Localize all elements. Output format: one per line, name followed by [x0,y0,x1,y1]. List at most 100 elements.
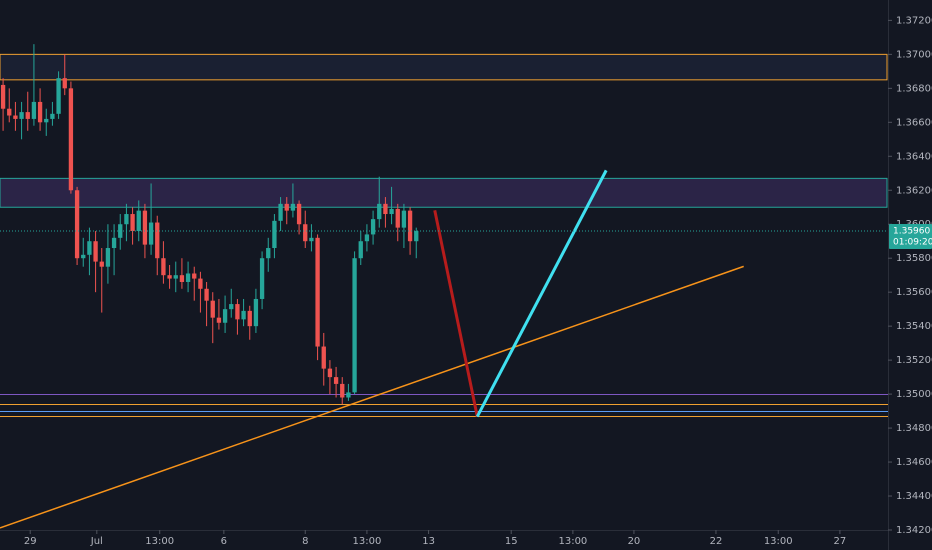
candle-body [272,220,277,249]
candle-body [142,210,148,245]
candle-body [241,310,246,320]
zone-box [0,177,888,208]
candle-body [259,258,265,299]
candle-body [136,210,141,232]
candle-body [19,112,24,119]
candle-body [216,317,222,323]
candle-body [407,210,413,242]
y-tick-label: 1.34400 [896,491,932,502]
candle-body [161,258,166,276]
y-tick-label: 1.34200 [896,525,932,536]
y-tick-label: 1.36800 [896,83,932,94]
candle-body [296,203,302,225]
y-tick-label: 1.36200 [896,185,932,196]
zone-box [0,53,888,81]
candle-body [105,248,111,267]
candle-body [62,78,67,89]
candle-body [74,190,80,259]
candle-body [68,88,74,191]
candle-body [383,203,388,215]
candle-body [192,273,197,279]
y-tick-label: 1.35600 [896,287,932,298]
candle-body [370,219,376,235]
y-tick-label: 1.37000 [896,49,932,60]
y-tick-label: 1.35400 [896,321,932,332]
candle-body [185,273,191,282]
candle-body [284,203,289,211]
trend-line [0,265,744,529]
candle-body [309,237,314,242]
candle-body [155,222,160,259]
candle-body [352,258,357,393]
candle-body [389,208,394,215]
candle-body [327,368,333,378]
trend-line [433,209,479,417]
candle-body [210,300,215,318]
candle-body [290,203,296,211]
candle-body [130,214,135,232]
candle-body [87,241,92,255]
x-tick-label: 13:00 [764,536,793,547]
x-tick-label: 20 [628,536,641,547]
candle-body [235,304,240,320]
candle-body [247,310,252,327]
y-tick-label: 1.35200 [896,355,932,366]
candle-body [44,118,49,123]
candle-body [93,241,98,262]
candle-body [13,115,18,119]
candle-body [31,101,37,119]
candle-body [340,383,345,398]
x-tick-label: Jul [90,536,103,547]
x-tick-label: 8 [302,536,308,547]
candle-body [377,203,382,220]
candle-body [395,208,400,228]
candle-body [253,298,259,327]
trend-line [475,169,608,418]
candle-body [50,113,55,119]
x-tick-label: 27 [834,536,847,547]
candle-body [179,275,185,282]
x-tick-label: 29 [24,536,37,547]
candle-body [204,288,209,301]
price-tag-label: 1.35960 [893,227,930,237]
candle-body [173,275,178,279]
candle-body [81,254,86,259]
countdown-label: 01:09:20 [893,238,932,248]
price-tag [889,224,932,250]
x-tick-label: 15 [505,536,518,547]
candle-body [401,210,407,228]
y-tick-label: 1.36600 [896,117,932,128]
y-tick-label: 1.34600 [896,457,932,468]
candle-body [346,392,351,398]
candle-body [333,377,339,384]
candle-body [167,275,172,279]
candle-body [25,112,30,119]
candle-body [303,224,308,242]
y-tick-label: 1.34800 [896,423,932,434]
candle-body [198,278,203,289]
x-tick-label: 13:00 [353,536,382,547]
candle-body [222,309,228,323]
candle-body [315,237,320,347]
candle-body [37,101,43,123]
candle-body [124,214,129,225]
candle-body [358,241,363,259]
candle-body [229,304,234,310]
x-tick-label: 6 [221,536,227,547]
candle-body [111,237,117,249]
x-tick-label: 13:00 [558,536,587,547]
x-tick-label: 13:00 [145,536,174,547]
x-tick-label: 13 [422,536,435,547]
y-tick-label: 1.37200 [896,15,932,26]
candle-body [266,248,271,259]
y-tick-label: 1.35800 [896,253,932,264]
candle-body [414,231,419,242]
candle-body [148,222,154,245]
candle-body [364,234,370,242]
candle-body [278,203,283,221]
candle-body [7,108,12,116]
candle-body [0,84,6,109]
y-tick-label: 1.35000 [896,389,932,400]
